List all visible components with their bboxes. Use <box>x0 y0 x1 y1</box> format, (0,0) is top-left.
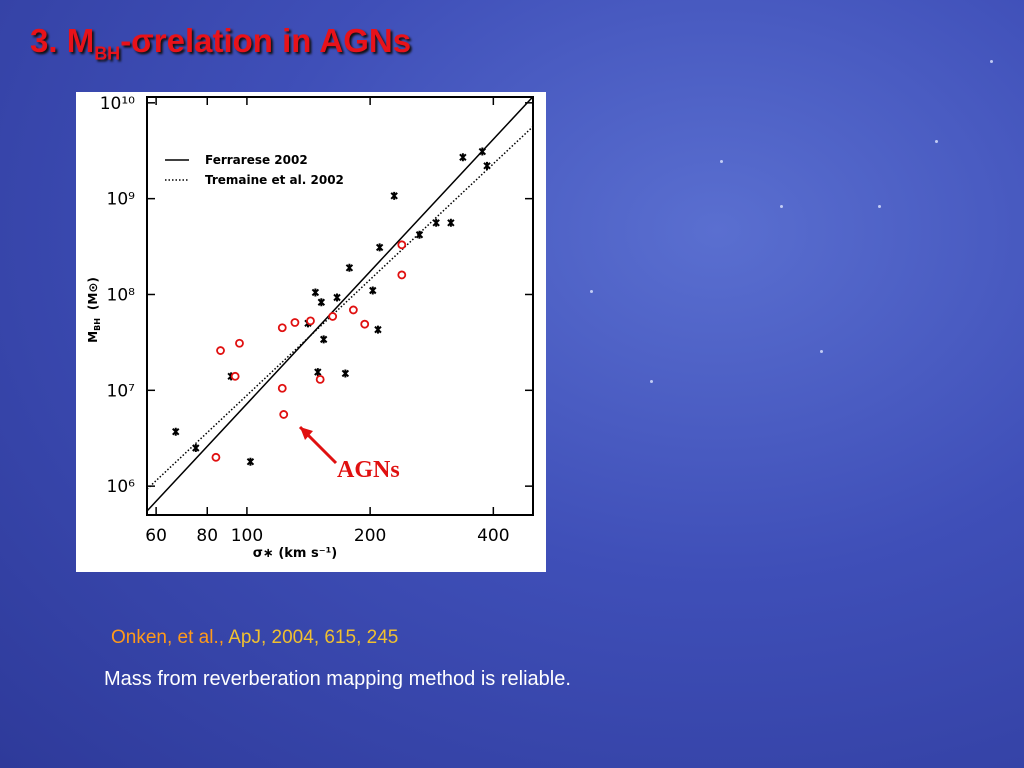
galaxy-point <box>374 325 382 334</box>
y-tick-label: 10¹⁰ <box>100 94 135 114</box>
y-tick-label: 10⁶ <box>107 477 136 497</box>
annotation-arrowhead <box>300 427 313 440</box>
galaxy-point <box>415 230 424 239</box>
agn-point <box>306 316 315 326</box>
x-tick-label: 200 <box>354 526 386 546</box>
agn-point <box>230 371 240 381</box>
galaxy-point <box>390 191 398 200</box>
x-tick-label: 60 <box>145 526 167 546</box>
galaxy-point <box>246 457 255 466</box>
galaxy-point <box>317 298 326 307</box>
x-axis-label: σ∗ (km s⁻¹) <box>253 546 337 561</box>
galaxy-point <box>432 218 440 227</box>
title-text: 3. M <box>30 22 95 59</box>
galaxy-point <box>459 153 467 162</box>
y-tick-label: 10⁷ <box>107 381 136 401</box>
galaxy-point <box>447 218 455 227</box>
x-tick-label: 400 <box>477 526 509 546</box>
agn-point <box>328 312 338 321</box>
y-tick-label: 10⁸ <box>107 285 136 305</box>
agn-point <box>216 346 225 355</box>
citation-reference: ApJ, 2004, 615, 245 <box>228 627 399 648</box>
galaxy-point <box>345 263 354 272</box>
agn-point <box>279 410 289 419</box>
galaxy-point <box>319 335 328 344</box>
agn-point <box>397 270 407 280</box>
galaxy-point <box>314 368 322 377</box>
y-label-unit: (M⊙) <box>86 277 100 310</box>
annotation: AGNs <box>337 457 400 483</box>
legend-label: Tremaine et al. 2002 <box>205 173 344 187</box>
galaxy-point <box>333 293 341 302</box>
agn-point <box>348 305 358 315</box>
galaxy-point <box>375 243 384 252</box>
x-tick-label: 100 <box>231 526 263 546</box>
chart: σ∗ (km s⁻¹) MBH (M⊙) AGNs 60 80 100 200 400 10… <box>86 94 534 561</box>
chart-panel: σ∗ (km s⁻¹) MBH (M⊙) AGNs 60 80 100 200 400 10… <box>76 92 546 572</box>
y-tick-label: 10⁹ <box>107 190 136 210</box>
caption: Mass from reverberation mapping method i… <box>104 668 571 690</box>
agn-point <box>277 383 287 393</box>
galaxy-point <box>341 369 350 378</box>
legend-label: Ferrarese 2002 <box>205 153 308 167</box>
y-label-sub: BH <box>93 318 102 331</box>
x-tick-label: 80 <box>196 526 218 546</box>
galaxy-point <box>311 288 320 297</box>
galaxy-point <box>483 161 491 170</box>
galaxy-point <box>172 427 180 436</box>
agn-point <box>397 240 407 250</box>
fit-line <box>147 125 533 490</box>
plot-frame <box>146 96 534 516</box>
y-axis-label: MBH (M⊙) <box>86 277 102 343</box>
slide-title: 3. MBH-σrelation in AGNs <box>30 22 411 65</box>
citation: Onken, et al., ApJ, 2004, 615, 245 <box>111 627 398 649</box>
agn-point <box>277 323 287 333</box>
y-label-main: M <box>86 331 100 343</box>
galaxy-point <box>369 286 377 295</box>
agn-point <box>290 318 300 327</box>
citation-authors: Onken, et al., <box>111 627 225 648</box>
title-text: -σrelation in AGNs <box>120 22 412 59</box>
title-subscript: BH <box>94 43 121 64</box>
galaxy-point <box>478 147 487 156</box>
agn-point <box>235 338 244 348</box>
agn-point <box>211 452 221 462</box>
agn-point <box>360 319 370 329</box>
fit-line <box>147 97 533 512</box>
galaxy-point <box>192 444 200 453</box>
agn-point <box>315 374 325 384</box>
